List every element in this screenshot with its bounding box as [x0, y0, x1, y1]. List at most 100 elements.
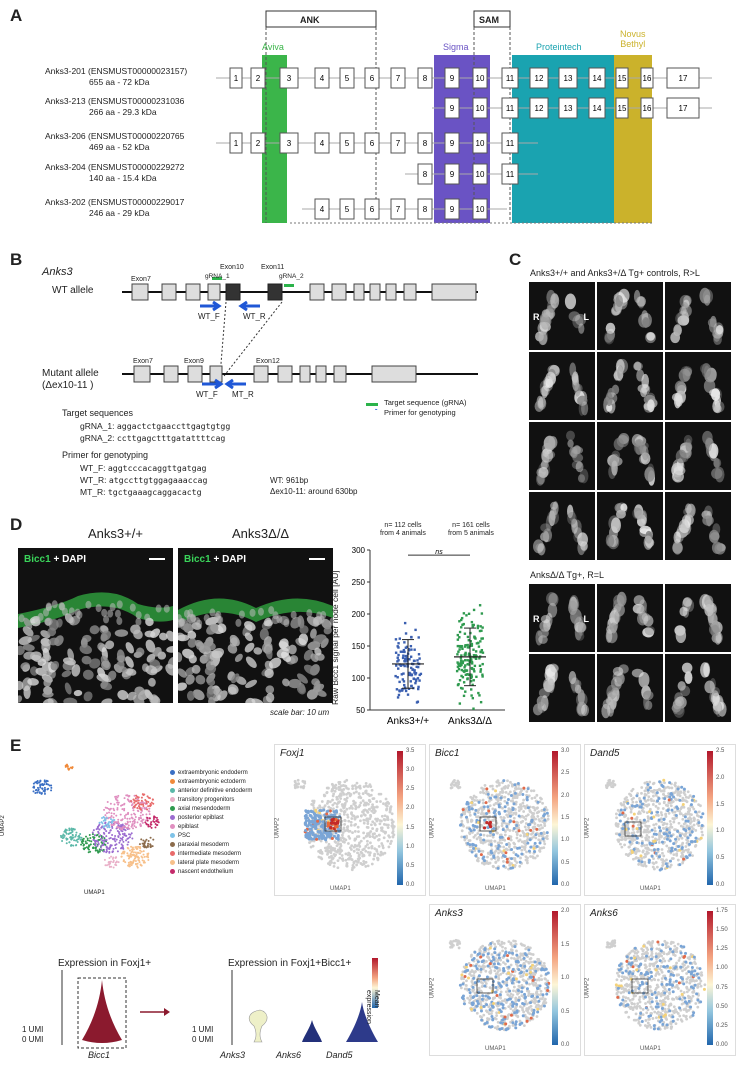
expr-cell [684, 819, 688, 823]
expr-cell [534, 833, 538, 837]
umap-cell [145, 800, 148, 803]
expr-cell [322, 826, 326, 830]
y-tick-label: 200 [352, 610, 366, 619]
colorbar-tick: 1.5 [561, 815, 570, 821]
y-tick-label: 100 [352, 674, 366, 683]
data-point [476, 626, 479, 630]
umap-cell [138, 803, 141, 806]
data-point [403, 664, 406, 668]
data-point [456, 633, 460, 637]
expr-cell [304, 809, 308, 813]
exon-box [339, 67, 355, 89]
umap-cell [34, 792, 37, 795]
umap-cell [627, 1015, 631, 1019]
umap-cell [680, 851, 684, 855]
umap-cell [509, 780, 512, 784]
colorbar-tick: 0.5 [561, 1008, 570, 1015]
umap-cell [381, 844, 385, 848]
umap-cell [333, 861, 336, 865]
umap-cell [110, 812, 113, 815]
umap-cell [70, 836, 73, 839]
exon-label: 14 [593, 104, 602, 113]
umap-cell [103, 808, 106, 811]
data-point [481, 651, 485, 654]
umap-cell [546, 814, 550, 818]
umap-cell [386, 823, 390, 827]
umap-cell [108, 865, 111, 868]
umap-cell [350, 811, 353, 815]
umap-cell [108, 824, 111, 827]
data-point [415, 701, 419, 704]
data-point [414, 679, 418, 683]
umap-cell [651, 861, 655, 865]
umap-cell [522, 962, 526, 966]
novus-label: Novus Bethyl [620, 29, 646, 49]
expr-cell [662, 778, 666, 782]
expr-cell [496, 866, 500, 870]
umap-cell [63, 834, 66, 837]
expr-cell [488, 962, 492, 966]
umap-cell [140, 803, 143, 806]
umap-cell [662, 854, 666, 858]
umap-cell [479, 980, 483, 984]
umap-cell [367, 846, 371, 850]
umap-cell [366, 810, 369, 814]
umap-cell [651, 865, 655, 869]
umap-cell [366, 864, 370, 868]
umap-cell [502, 941, 506, 945]
umap-cell [490, 857, 494, 861]
umap-cell [458, 785, 462, 789]
umap-cell [661, 864, 665, 867]
colorbar [552, 911, 558, 1045]
umap-cell [87, 844, 90, 847]
umap-cell [110, 824, 113, 827]
umap-cell [537, 834, 541, 838]
umap-cell [65, 842, 68, 845]
d-micrograph-mut: Bicc1 + DAPI [178, 548, 333, 703]
umap-cell [97, 840, 100, 843]
umap-cell [78, 836, 81, 839]
umap-cell [82, 847, 85, 850]
umap-cell [519, 1005, 522, 1009]
umap-cell [331, 803, 335, 807]
umap-cell [689, 851, 693, 855]
umap-cell [506, 779, 509, 783]
umap-cell [370, 806, 374, 809]
umap-cell [517, 806, 521, 809]
expr-cell [464, 965, 468, 969]
expr-cell [647, 858, 651, 862]
legend-swatch [170, 797, 175, 802]
umap-cell [481, 861, 484, 865]
expr-cell [304, 814, 308, 818]
umap-cell [119, 813, 122, 816]
expr-cell [469, 963, 473, 967]
umap-cell [129, 820, 132, 823]
wt-allele-label: WT allele [52, 285, 94, 296]
umap-cell [114, 821, 117, 824]
umap-cell [645, 833, 649, 837]
umap-cell [687, 848, 690, 852]
expr-cell [468, 991, 472, 995]
umap-cell [532, 856, 535, 860]
umap-cell [61, 835, 64, 838]
umap-cell [506, 987, 510, 991]
expr-cell [487, 809, 491, 813]
umap-cell [348, 846, 352, 850]
umap-cell [116, 850, 119, 853]
umap-cell [700, 830, 704, 834]
data-point [402, 663, 405, 667]
umap-cell [656, 814, 660, 817]
expr-cell [482, 1004, 486, 1008]
umap-cell [382, 802, 385, 806]
umap-cell [391, 820, 395, 824]
expr-cell [621, 811, 625, 815]
umap-cell [509, 1007, 513, 1010]
mut-exon9: Exon9 [184, 358, 204, 365]
umap-cell [112, 847, 115, 850]
umap-cell [678, 1014, 682, 1018]
umap-cell [131, 849, 134, 852]
umap-cell [111, 837, 114, 840]
exon-label: 8 [423, 205, 428, 214]
umap-cell [501, 945, 504, 949]
expr-cell [507, 965, 511, 969]
